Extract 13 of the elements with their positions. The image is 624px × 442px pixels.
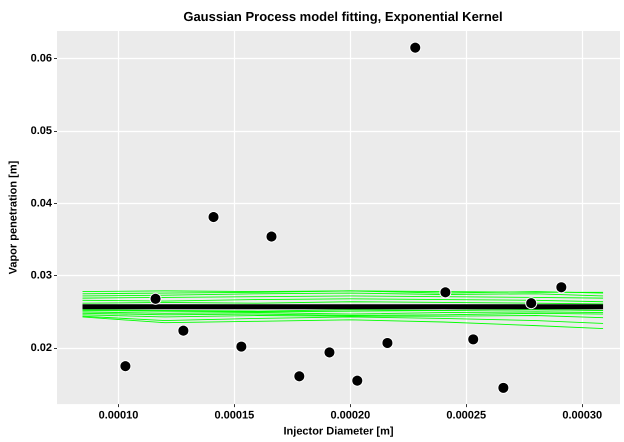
y-tick-label: 0.06 — [30, 52, 52, 65]
x-tick-label: 0.00020 — [330, 410, 370, 422]
y-tick-label: 0.03 — [30, 270, 52, 282]
x-tick-label: 0.00025 — [446, 410, 486, 422]
x-tick-label: 0.00010 — [98, 410, 138, 422]
y-tick-label: 0.02 — [30, 342, 52, 354]
x-tick-label: 0.00015 — [214, 410, 254, 422]
x-axis-title: Injector Diameter [m] — [283, 426, 394, 438]
y-tick-label: 0.04 — [30, 197, 53, 210]
chart-title: Gaussian Process model fitting, Exponential Kernel — [183, 9, 503, 24]
y-axis-title: Vapor penetration [m] — [8, 160, 20, 274]
y-tick-label: 0.05 — [30, 124, 52, 137]
x-tick-label: 0.00030 — [562, 410, 602, 422]
